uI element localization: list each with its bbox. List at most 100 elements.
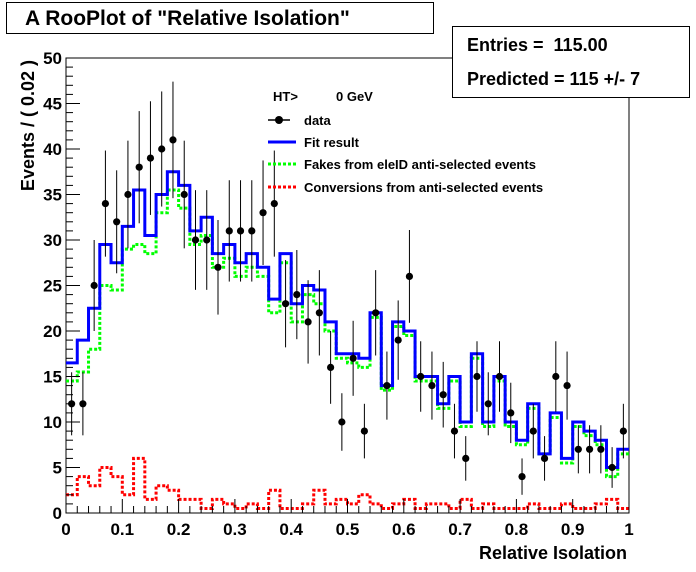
legend-item-fakes: Fakes from eleID anti-selected events [304,157,536,172]
data-point [507,382,515,444]
data-marker [462,454,470,462]
data-point [552,341,560,412]
data-marker [585,445,594,453]
data-point [327,331,335,404]
entries-text: Entries = 115.00 [467,35,608,55]
data-marker [158,145,166,153]
data-point [428,351,436,420]
x-tick-label: 1 [624,520,633,539]
data-point [563,351,571,420]
data-marker [135,163,143,171]
y-tick-label: 45 [43,95,62,114]
data-point [180,140,188,249]
data-marker [124,190,132,199]
data-point [462,436,470,481]
data-point [101,150,110,257]
x-tick-label: 0.3 [223,520,247,539]
data-point [383,351,391,420]
x-tick-label: 0.8 [505,520,529,539]
data-point [79,372,87,436]
data-points-layer [68,81,627,495]
data-point [360,403,368,459]
data-marker [540,454,549,462]
data-marker [146,154,155,162]
legend-header: HT> [273,89,298,104]
data-point [608,447,616,488]
plot-frame [65,57,630,514]
data-marker [473,372,481,381]
legend-item-data: data [304,113,332,128]
data-point [270,150,278,257]
title-box: A RooPlot of "Relative Isolation" [6,2,434,34]
data-point [574,425,582,474]
stats-box: Entries = 115.00 Predicted = 115 +/- 7 [452,26,690,98]
x-tick-label: 0.1 [110,520,134,539]
axes-layer: 0 0.1 0.2 0.3 0.4 0.5 0.6 0.7 0.8 0.9 105101520253… [43,49,634,539]
data-point [90,240,98,331]
data-point [439,361,447,428]
data-point [405,229,414,323]
legend-item-fit: Fit result [304,135,360,150]
data-point [394,300,402,380]
data-point [597,425,605,474]
data-point [585,425,594,474]
y-tick-label: 15 [43,368,62,387]
x-axis-label: Relative Isolation [479,543,627,563]
data-marker [518,473,526,481]
data-point [304,280,312,364]
data-marker [203,236,211,244]
y-tick-label: 35 [43,186,62,205]
data-marker [90,281,98,290]
data-marker [552,372,560,381]
predicted-text: Predicted = 115 +/- 7 [467,69,641,89]
x-tick-label: 0.9 [561,520,585,539]
fit-result-curve [66,170,629,469]
data-marker [495,372,504,381]
data-marker [281,300,290,308]
data-point [124,140,132,249]
data-marker [529,427,537,435]
data-point [372,270,380,356]
data-marker [450,427,459,435]
data-point [349,320,357,396]
data-marker [563,382,571,390]
data-marker [169,136,177,144]
data-point [473,341,481,412]
data-point [518,458,526,495]
data-point [293,250,301,340]
data-marker [428,382,436,390]
y-tick-label: 25 [43,277,62,296]
data-marker [248,227,256,235]
y-tick-label: 5 [53,459,62,478]
data-marker [574,445,582,453]
data-marker [338,418,346,426]
data-marker [372,309,380,317]
data-marker [608,463,616,472]
data-marker [619,427,627,435]
data-marker [236,227,245,235]
data-point [236,180,245,282]
data-marker [405,272,414,280]
data-marker [180,190,188,199]
histogram-layer [66,170,629,510]
fakes-curve [66,188,629,479]
x-tick-label: 0.5 [336,520,360,539]
data-marker [315,309,323,317]
data-point [484,372,492,436]
data-marker [270,200,278,208]
data-marker [293,291,301,299]
data-point [529,403,537,459]
y-tick-label: 10 [43,413,62,432]
data-point [417,341,425,412]
data-point [225,180,233,282]
data-point [338,393,346,451]
data-point [203,190,211,290]
data-marker [439,391,447,399]
data-point [146,101,155,215]
data-marker [597,445,605,453]
data-marker [507,409,515,417]
data-marker [259,209,267,217]
data-point [113,170,121,274]
y-tick-label: 30 [43,231,62,250]
data-marker [101,200,110,208]
